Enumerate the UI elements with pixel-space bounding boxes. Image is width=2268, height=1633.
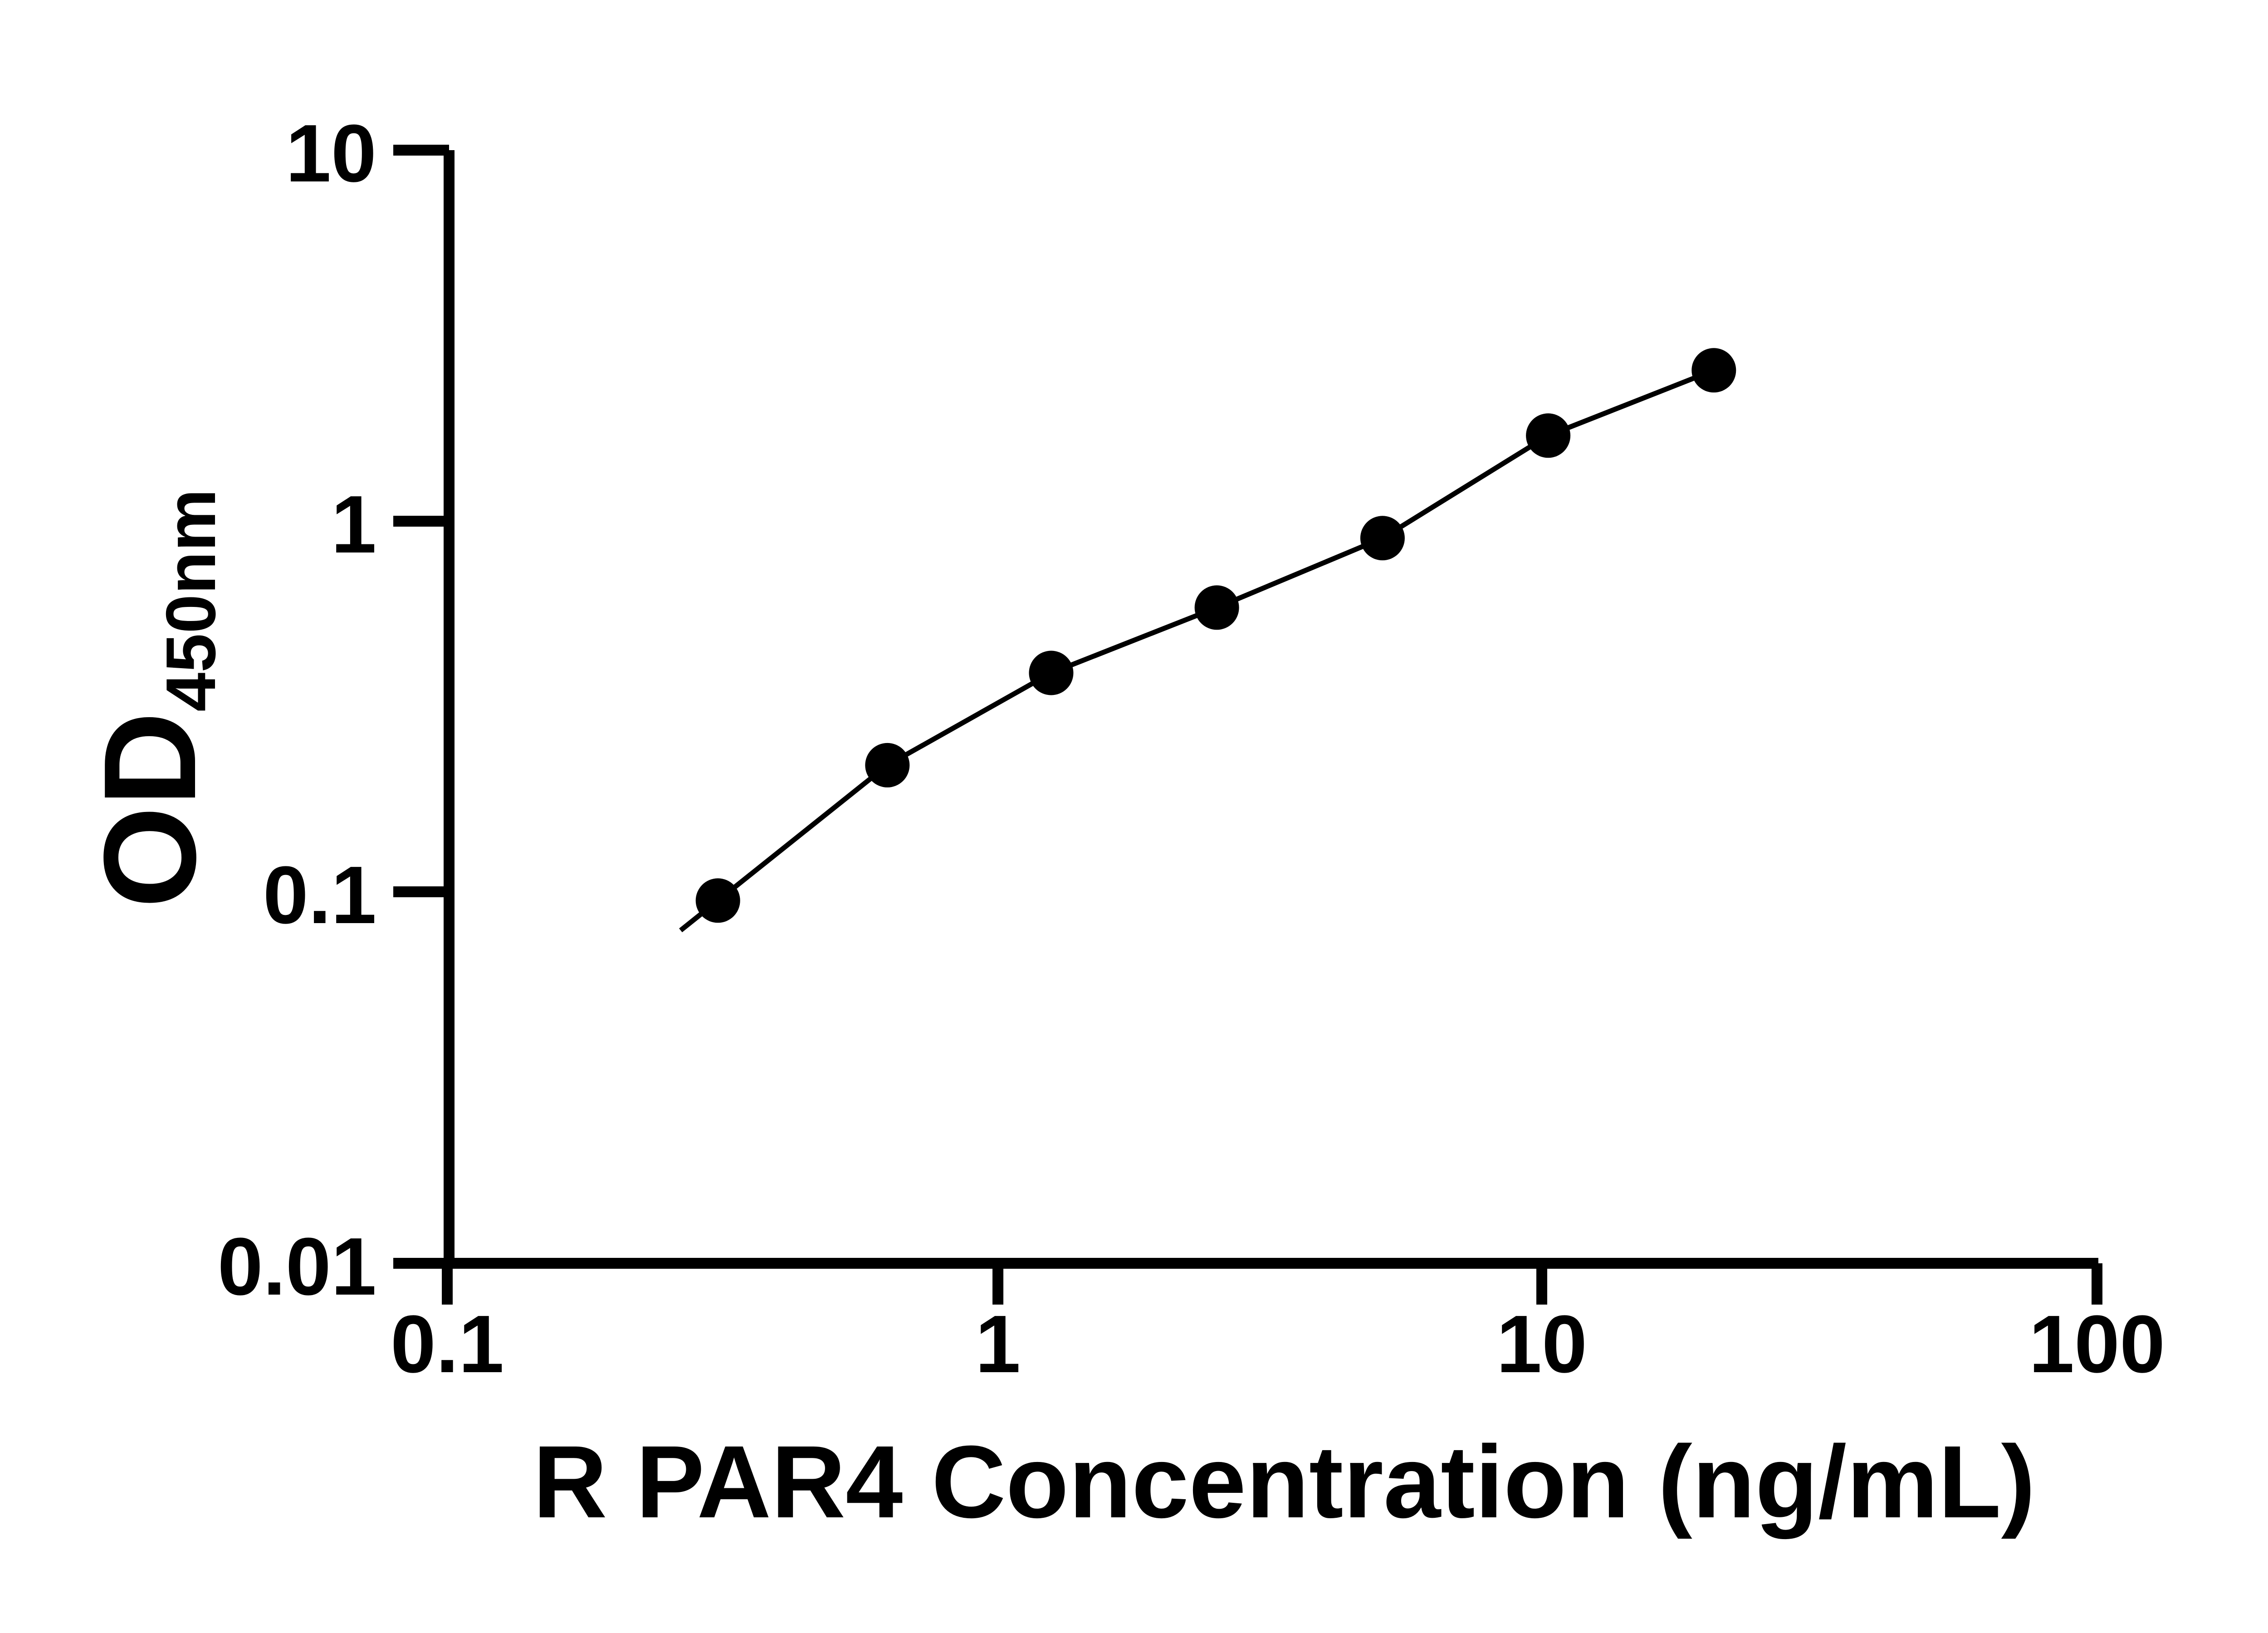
svg-text:1: 1 [975,1299,1021,1390]
svg-text:100: 100 [2029,1299,2165,1390]
svg-text:0.1: 0.1 [391,1299,504,1390]
svg-text:0.01: 0.01 [218,1221,376,1312]
svg-text:10: 10 [286,108,376,199]
svg-text:1: 1 [331,479,376,570]
svg-text:R PAR4 Concentration (ng/mL): R PAR4 Concentration (ng/mL) [533,1425,2035,1540]
svg-text:10: 10 [1496,1299,1587,1390]
svg-text:0.1: 0.1 [263,850,376,941]
